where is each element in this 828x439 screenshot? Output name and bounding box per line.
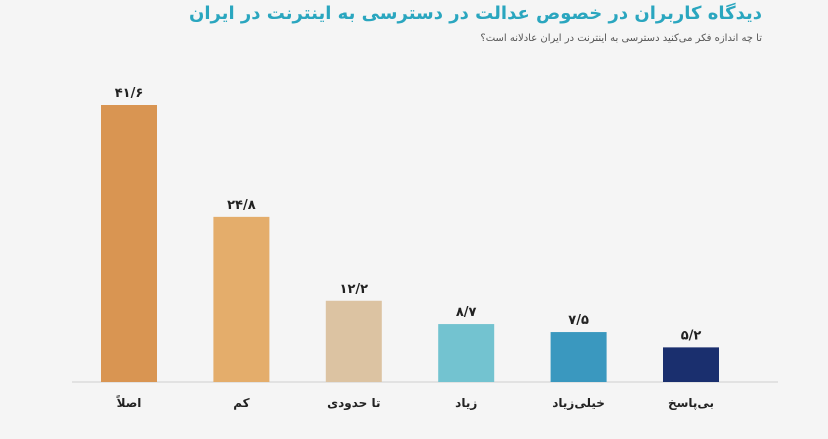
value-label-6: ۵/۲ [681,328,702,343]
category-label-3: تا حدودی [327,396,380,411]
category-label-1: اصلاً [116,395,141,410]
value-label-1: ۴۱/۶ [115,86,144,101]
bar-6 [663,347,719,382]
chart-title: دیدگاه کاربران در خصوص عدالت در دسترسی ب… [188,3,762,24]
value-label-2: ۲۴/۸ [227,198,256,213]
category-label-2: کم [233,396,249,410]
bar-3 [325,300,382,382]
category-label-4: زیاد [455,396,477,410]
value-label-5: ۷/۵ [568,313,589,328]
category-label-5: خیلی‌زیاد [552,396,605,410]
bar-1 [101,105,157,382]
category-label-6: بی‌پاسخ [668,396,714,410]
value-label-4: ۸/۷ [456,305,477,320]
value-label-3: ۱۲/۲ [340,282,369,297]
bar-2 [213,216,270,382]
bar-4 [438,324,495,382]
bar-5 [550,332,607,382]
chart-subtitle: تا چه اندازه فکر می‌کنید دسترسی به اینتر… [480,33,762,44]
